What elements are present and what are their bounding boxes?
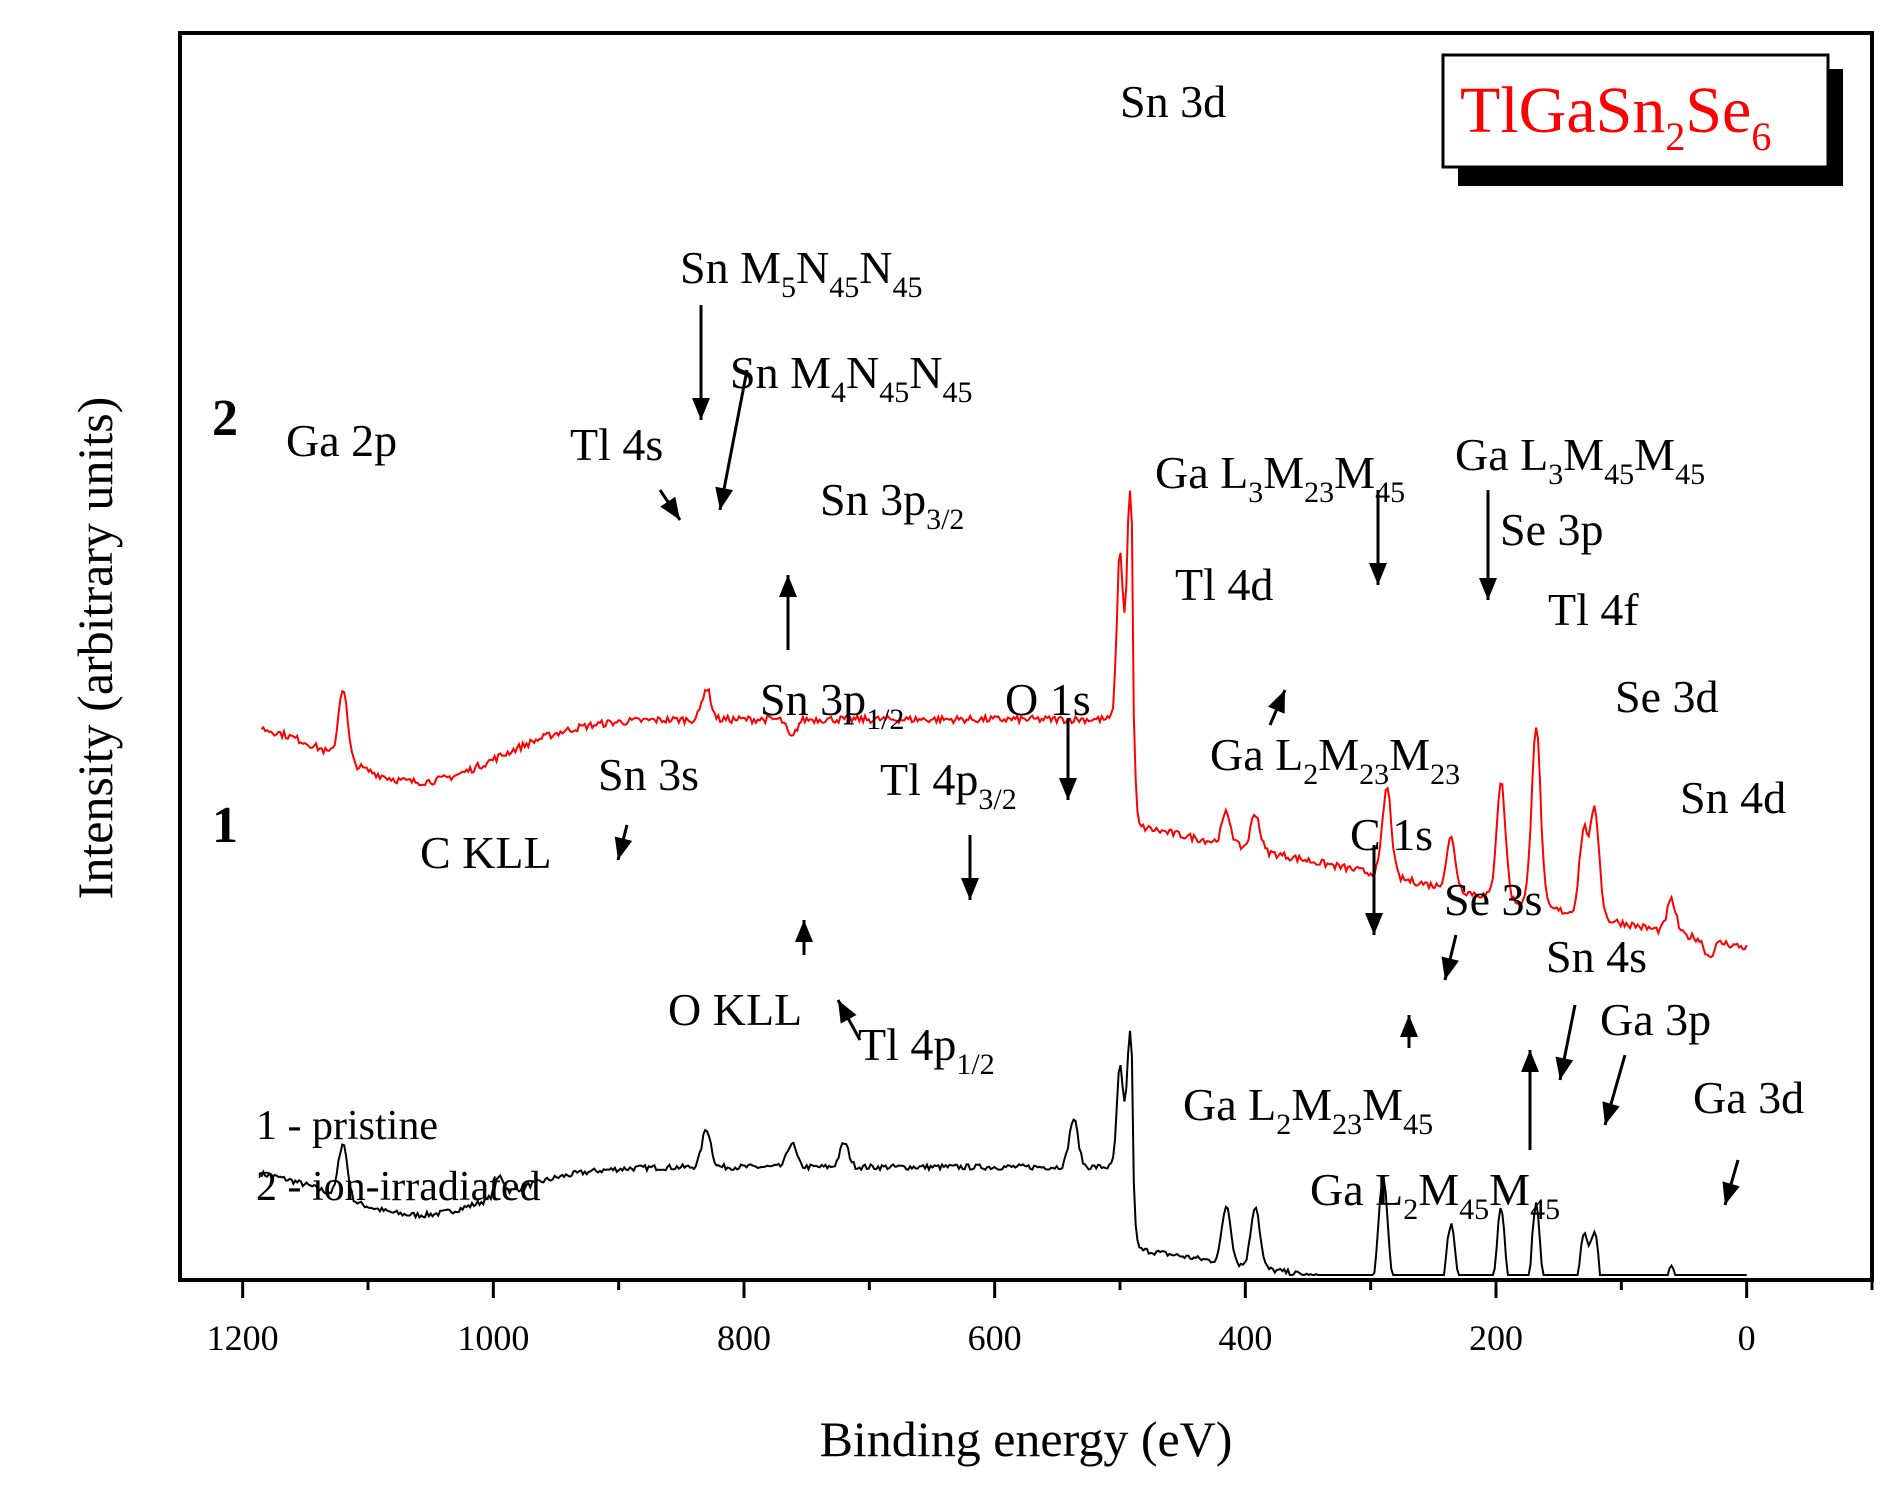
arrow-head: [795, 920, 813, 942]
peak-label-tl4d: Tl 4d: [1175, 559, 1273, 610]
x-tick-label: 200: [1469, 1318, 1523, 1358]
peak-label-gal3m45: Ga L3M45M45: [1455, 429, 1705, 491]
curve-label-1: 1: [212, 797, 238, 854]
x-tick-label: 1200: [207, 1318, 279, 1358]
peak-label-gal2m4545: Ga L2M45M45: [1310, 1164, 1560, 1226]
legend-item-pristine: 1 - pristine: [256, 1103, 438, 1149]
arrow-head: [1369, 563, 1387, 585]
arrow-head: [1059, 778, 1077, 800]
peak-labels: Sn 3d Sn M5N45N45 Sn M4N45N45 Ga 2p Tl 4s Sn …: [286, 76, 1804, 1226]
plot-frame: [178, 31, 1874, 1282]
peak-label-o1s: O 1s: [1005, 674, 1091, 725]
x-tick-label: 400: [1218, 1318, 1272, 1358]
arrow-head: [961, 878, 979, 900]
legend-item-irradiated: 2 - ion-irradiated: [256, 1164, 541, 1210]
compound-mid: Se: [1685, 74, 1751, 147]
arrow-head: [660, 496, 680, 520]
y-axis-label: Intensity (arbitrary units): [67, 397, 123, 900]
compound-sub1: 2: [1665, 114, 1685, 159]
spectra: [260, 490, 1748, 1277]
peak-label-se3p: Se 3p: [1500, 504, 1604, 555]
x-tick-label: 600: [968, 1318, 1022, 1358]
peak-label-gal3m23: Ga L3M23M45: [1155, 447, 1405, 509]
peak-label-c1s: C 1s: [1350, 809, 1433, 860]
peak-label-sn3d: Sn 3d: [1120, 76, 1226, 127]
peak-label-tl4p12: Tl 4p1/2: [858, 1019, 995, 1081]
peak-label-tl4f: Tl 4f: [1548, 584, 1639, 635]
compound-base: TlGaSn: [1460, 74, 1665, 147]
peak-label-gal2m2323: Ga L2M23M23: [1210, 729, 1460, 791]
x-axis-ticks: 1200 1000 800 600 400 200 0: [207, 1280, 1874, 1358]
compound-sub2: 6: [1751, 114, 1771, 159]
arrow-head: [1268, 690, 1285, 714]
arrow-head: [1722, 1181, 1740, 1205]
peak-label-sn3p32: Sn 3p3/2: [820, 474, 964, 536]
spectrum-2: [260, 490, 1748, 959]
arrow-head: [1521, 1050, 1539, 1072]
arrow-head: [1441, 956, 1459, 980]
peak-label-ga3d: Ga 3d: [1693, 1072, 1804, 1123]
arrow-head: [1479, 578, 1497, 600]
arrow-head: [1400, 1015, 1418, 1037]
peak-label-ckll: C KLL: [420, 827, 552, 878]
peak-label-sn4s: Sn 4s: [1546, 931, 1647, 982]
peak-label-sn3p12: Sn 3p1/2: [760, 674, 904, 736]
x-axis-label: Binding energy (eV): [820, 1411, 1233, 1467]
arrow-head: [1365, 913, 1383, 935]
x-tick-label: 1000: [457, 1318, 529, 1358]
peak-label-okll: O KLL: [668, 984, 802, 1035]
compound-box: [1441, 53, 1830, 169]
x-tick-label: 0: [1738, 1318, 1756, 1358]
peak-label-snm4: Sn M4N45N45: [730, 347, 972, 409]
peak-label-tl4p32: Tl 4p3/2: [880, 754, 1017, 816]
peak-label-ga3p: Ga 3p: [1600, 994, 1711, 1045]
compound-label: TlGaSn2Se6: [1460, 74, 1771, 159]
x-tick-label: 800: [717, 1318, 771, 1358]
arrow-head: [838, 1000, 857, 1024]
peak-label-se3s: Se 3s: [1444, 874, 1542, 925]
arrow-head: [614, 836, 633, 860]
peak-label-gal2m2345: Ga L2M23M45: [1183, 1079, 1433, 1141]
peak-label-tl4s: Tl 4s: [570, 419, 663, 470]
peak-label-ga2p: Ga 2p: [286, 415, 397, 466]
peak-label-sn3s: Sn 3s: [598, 749, 699, 800]
peak-label-se3d: Se 3d: [1615, 671, 1719, 722]
arrow-head: [1602, 1101, 1620, 1125]
arrow-head: [692, 398, 710, 420]
peak-label-sn4d: Sn 4d: [1680, 772, 1786, 823]
arrow-head: [715, 486, 734, 510]
peak-label-snm5: Sn M5N45N45: [680, 242, 922, 304]
curve-label-2: 2: [212, 390, 238, 447]
peak-arrows: [614, 305, 1740, 1206]
arrow-head: [779, 575, 797, 597]
arrow-head: [1555, 1056, 1574, 1080]
spectrum-1: [260, 1030, 1747, 1277]
arrow-shaft: [718, 369, 749, 511]
